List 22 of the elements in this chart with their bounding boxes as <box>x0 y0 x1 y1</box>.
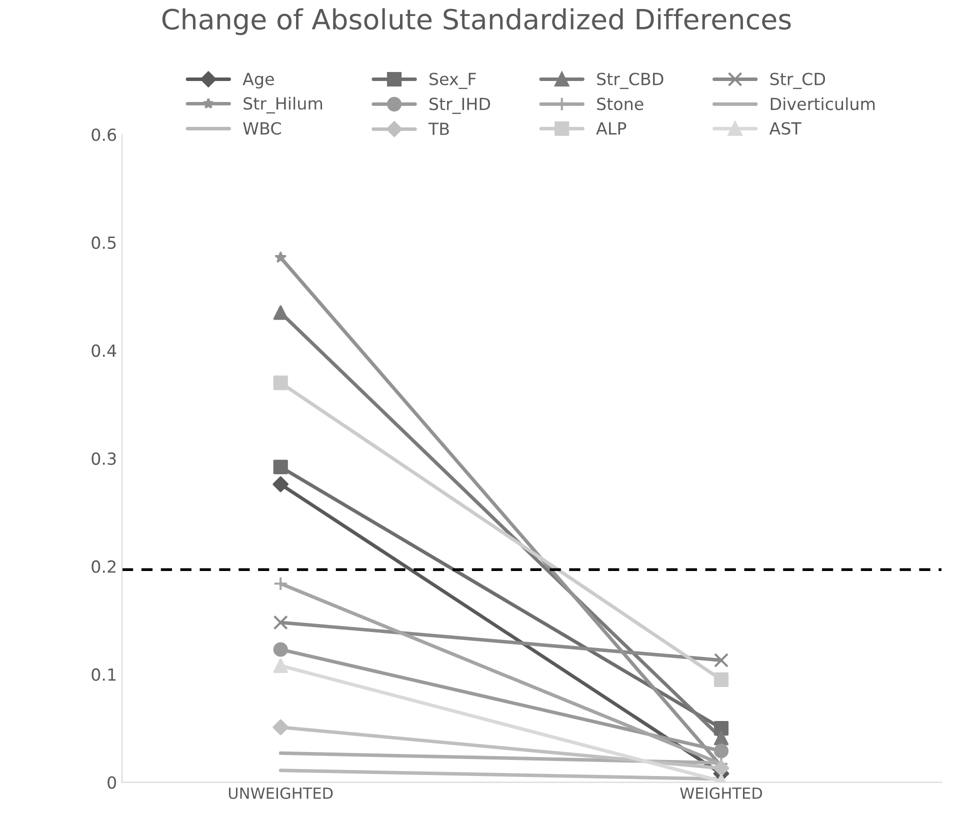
legend-label: Str_CBD <box>597 72 664 89</box>
legend-label: Diverticulum <box>770 97 875 110</box>
legend-label: AST <box>769 122 802 135</box>
legend-label: Sex_F <box>430 72 476 89</box>
legend-label: WBC <box>243 122 281 135</box>
legend-label: Stone <box>597 98 644 110</box>
y-tick-label: 0.4 <box>92 344 116 357</box>
chart-title: Change of Absolute Standardized Differences <box>162 8 791 36</box>
y-tick-label: 0.3 <box>92 452 116 465</box>
y-tick-label: 0.6 <box>92 128 116 142</box>
x-tick-label: UNWEIGHTED <box>228 787 333 799</box>
legend-label: TB <box>428 122 449 135</box>
legend-label: Age <box>242 72 274 89</box>
y-tick-label: 0 <box>108 776 116 789</box>
y-tick-label: 0.5 <box>92 236 116 250</box>
legend-label: Str_Hilum <box>244 96 322 114</box>
legend-label: Str_IHD <box>430 98 490 114</box>
legend-label: Str_CD <box>770 72 826 89</box>
legend-label: ALP <box>596 122 626 134</box>
y-tick-label: 0.2 <box>92 560 116 573</box>
x-tick-label: WEIGHTED <box>680 787 762 799</box>
y-tick-label: 0.1 <box>92 668 116 681</box>
